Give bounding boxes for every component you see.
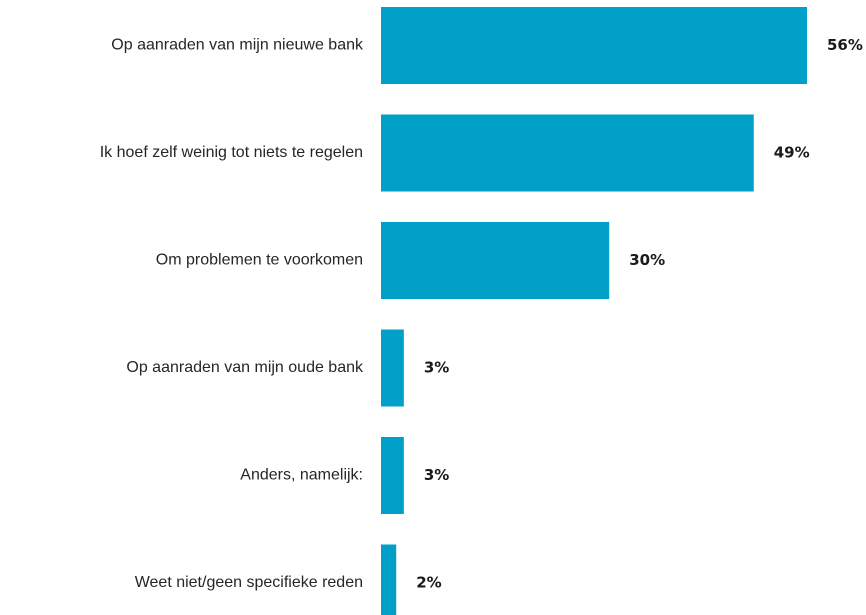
bar — [381, 437, 404, 514]
value-label: 3% — [424, 466, 449, 484]
category-label: Op aanraden van mijn oude bank — [126, 359, 364, 376]
value-label: 56% — [827, 36, 863, 54]
category-label: Op aanraden van mijn nieuwe bank — [111, 37, 364, 54]
category-label: Anders, namelijk: — [240, 467, 363, 484]
bar — [381, 7, 807, 84]
value-label: 49% — [774, 144, 810, 162]
value-label: 3% — [424, 359, 449, 377]
value-label: 2% — [416, 574, 441, 592]
category-label: Weet niet/geen specifieke reden — [135, 574, 363, 591]
bar — [381, 329, 404, 407]
value-label: 30% — [629, 251, 665, 269]
bar — [381, 222, 610, 299]
category-label: Ik hoef zelf weinig tot niets te regelen — [100, 144, 363, 161]
bar — [381, 114, 754, 192]
bar — [381, 544, 397, 615]
category-label: Om problemen te voorkomen — [156, 252, 363, 269]
